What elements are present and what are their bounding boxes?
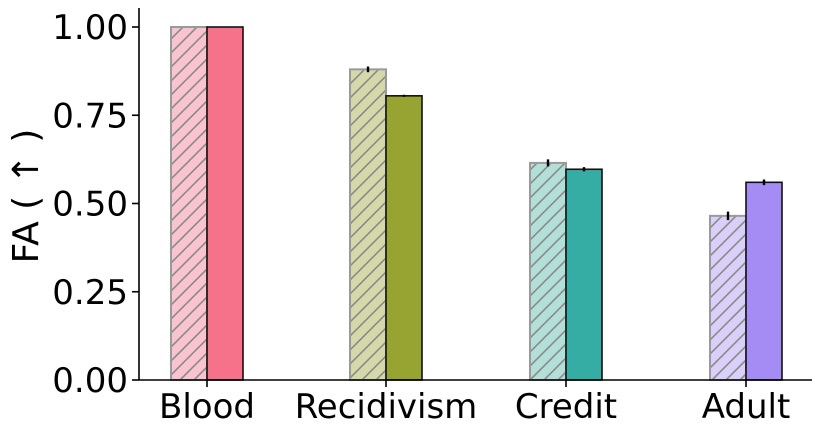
axes-group: Blood Recidivism Credit Adult 0.00 0.25 0.50 0.… bbox=[52, 8, 812, 427]
bars-group bbox=[170, 26, 783, 382]
y-tick-label: 1.00 bbox=[52, 8, 128, 48]
y-tick-label: 0.50 bbox=[52, 185, 128, 225]
y-axis-label: FA ( ↑ ) bbox=[6, 129, 47, 264]
bar-hatched-blood bbox=[170, 26, 208, 381]
bar-solid-recidivism bbox=[385, 95, 423, 381]
y-tick-label: 0.75 bbox=[52, 96, 128, 136]
bar-solid-credit bbox=[565, 168, 603, 381]
bar-solid-blood bbox=[206, 26, 244, 381]
y-tick-label: 0.25 bbox=[52, 273, 128, 313]
bar-hatched-recidivism bbox=[349, 68, 387, 382]
y-tick-label: 0.00 bbox=[52, 361, 128, 401]
bar-solid-adult bbox=[745, 181, 783, 381]
x-tick-label-blood: Blood bbox=[159, 387, 255, 427]
x-tick-label-adult: Adult bbox=[702, 387, 791, 427]
x-tick-label-credit: Credit bbox=[515, 387, 617, 427]
bar-hatched-adult bbox=[709, 214, 747, 381]
bar-hatched-credit bbox=[529, 161, 567, 381]
x-tick-label-recidivism: Recidivism bbox=[295, 387, 478, 427]
